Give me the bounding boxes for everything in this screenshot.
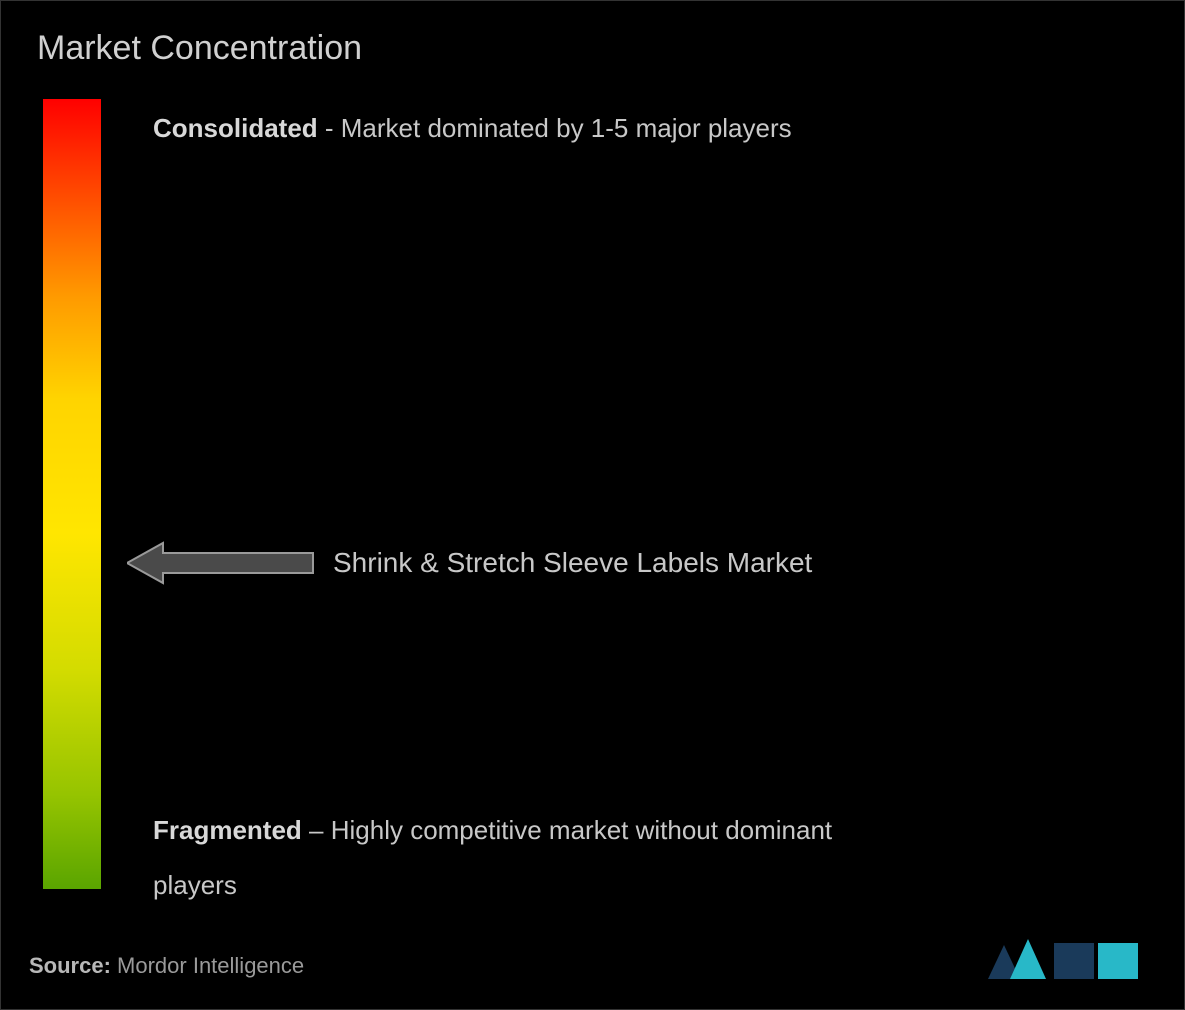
consolidated-label: Consolidated - Market dominated by 1-5 m… [153, 109, 792, 148]
brand-logo-icon [984, 935, 1144, 983]
consolidated-bold: Consolidated [153, 113, 318, 143]
source-rest: Mordor Intelligence [111, 953, 304, 978]
concentration-scale-bar [43, 99, 101, 889]
fragmented-label: Fragmented – Highly competitive market w… [153, 803, 913, 912]
marker-arrow-icon [127, 541, 315, 585]
market-name-label: Shrink & Stretch Sleeve Labels Market [333, 547, 812, 579]
source-bold: Source: [29, 953, 111, 978]
fragmented-bold: Fragmented [153, 815, 302, 845]
source-attribution: Source: Mordor Intelligence [29, 953, 304, 979]
infographic-container: Market Concentration Consolidated - Mark… [0, 0, 1185, 1010]
consolidated-rest: - Market dominated by 1-5 major players [318, 113, 792, 143]
market-marker: Shrink & Stretch Sleeve Labels Market [127, 541, 812, 585]
page-title: Market Concentration [37, 29, 362, 68]
